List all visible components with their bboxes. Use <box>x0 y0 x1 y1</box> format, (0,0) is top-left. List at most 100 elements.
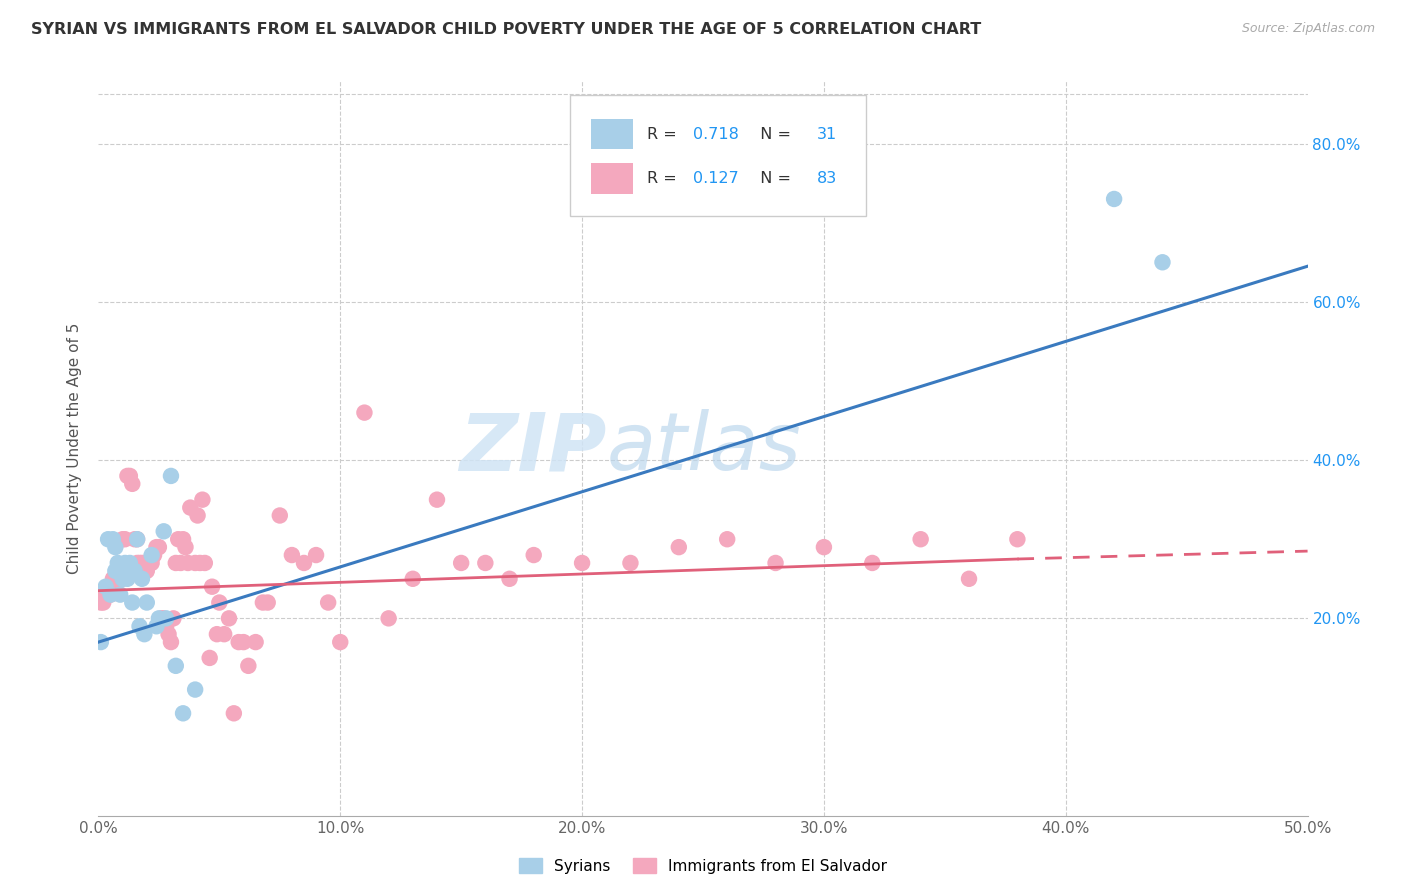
Point <box>212 627 235 641</box>
Point <box>155 611 177 625</box>
Point <box>94 580 117 594</box>
Text: R =: R = <box>647 170 682 186</box>
Point <box>145 540 167 554</box>
Point <box>155 619 177 633</box>
Point <box>329 635 352 649</box>
Point <box>1007 533 1029 547</box>
Y-axis label: Child Poverty Under the Age of 5: Child Poverty Under the Age of 5 <box>67 323 83 574</box>
Point <box>162 611 184 625</box>
Point <box>232 635 254 649</box>
Point <box>238 658 260 673</box>
Point <box>97 533 120 547</box>
Point <box>134 627 156 641</box>
Point <box>205 627 228 641</box>
Point <box>121 476 143 491</box>
Point <box>128 556 150 570</box>
Point <box>194 556 217 570</box>
Point <box>474 556 496 570</box>
Point <box>111 572 134 586</box>
Text: N =: N = <box>751 170 796 186</box>
FancyBboxPatch shape <box>591 162 633 194</box>
Text: atlas: atlas <box>606 409 801 487</box>
Point <box>245 635 267 649</box>
Point <box>1102 192 1125 206</box>
Point <box>104 540 127 554</box>
Legend: Syrians, Immigrants from El Salvador: Syrians, Immigrants from El Salvador <box>513 852 893 880</box>
Point <box>187 508 209 523</box>
Point <box>402 572 425 586</box>
Point <box>765 556 787 570</box>
Text: N =: N = <box>751 127 796 142</box>
Point <box>90 635 112 649</box>
Point <box>97 588 120 602</box>
Point <box>222 706 245 721</box>
Point <box>208 595 231 609</box>
Point <box>150 611 173 625</box>
Point <box>124 533 146 547</box>
Text: ZIP: ZIP <box>458 409 606 487</box>
Point <box>118 469 141 483</box>
Point <box>450 556 472 570</box>
FancyBboxPatch shape <box>591 119 633 150</box>
Point <box>177 556 200 570</box>
Point <box>118 556 141 570</box>
Point <box>114 533 136 547</box>
Point <box>114 556 136 570</box>
Text: Source: ZipAtlas.com: Source: ZipAtlas.com <box>1241 22 1375 36</box>
Point <box>138 556 160 570</box>
Text: R =: R = <box>647 127 682 142</box>
Text: 0.127: 0.127 <box>693 170 740 186</box>
Point <box>256 595 278 609</box>
Point <box>135 564 157 578</box>
Point <box>121 595 143 609</box>
Point <box>107 556 129 570</box>
Point <box>1152 255 1174 269</box>
Point <box>498 572 520 586</box>
Point <box>101 572 124 586</box>
Point <box>160 635 183 649</box>
Point <box>174 540 197 554</box>
Point <box>305 548 328 562</box>
Point <box>716 533 738 547</box>
Point <box>94 588 117 602</box>
Point <box>127 533 149 547</box>
Point <box>117 572 139 586</box>
Point <box>141 548 163 562</box>
Point <box>353 406 375 420</box>
Point <box>152 611 174 625</box>
Point <box>152 524 174 539</box>
Point <box>292 556 315 570</box>
Point <box>165 556 187 570</box>
Point <box>127 556 149 570</box>
Point <box>813 540 835 554</box>
Point <box>167 533 190 547</box>
Point <box>619 556 641 570</box>
Point <box>148 540 170 554</box>
Point <box>100 588 122 602</box>
Point <box>668 540 690 554</box>
Point <box>141 556 163 570</box>
Point <box>108 588 131 602</box>
Point <box>165 658 187 673</box>
Point <box>101 580 124 594</box>
Text: SYRIAN VS IMMIGRANTS FROM EL SALVADOR CHILD POVERTY UNDER THE AGE OF 5 CORRELATI: SYRIAN VS IMMIGRANTS FROM EL SALVADOR CH… <box>31 22 981 37</box>
Point <box>198 651 221 665</box>
Text: 83: 83 <box>817 170 837 186</box>
Point <box>104 564 127 578</box>
Point <box>127 533 149 547</box>
Point <box>128 619 150 633</box>
Point <box>228 635 250 649</box>
Point <box>910 533 932 547</box>
Point <box>145 619 167 633</box>
Point <box>143 548 166 562</box>
Point <box>90 595 112 609</box>
Point <box>148 611 170 625</box>
Point <box>172 706 194 721</box>
Point <box>131 556 153 570</box>
Point <box>201 580 224 594</box>
Point <box>523 548 546 562</box>
Point <box>316 595 339 609</box>
Point <box>131 572 153 586</box>
Point <box>101 533 124 547</box>
Point <box>134 556 156 570</box>
